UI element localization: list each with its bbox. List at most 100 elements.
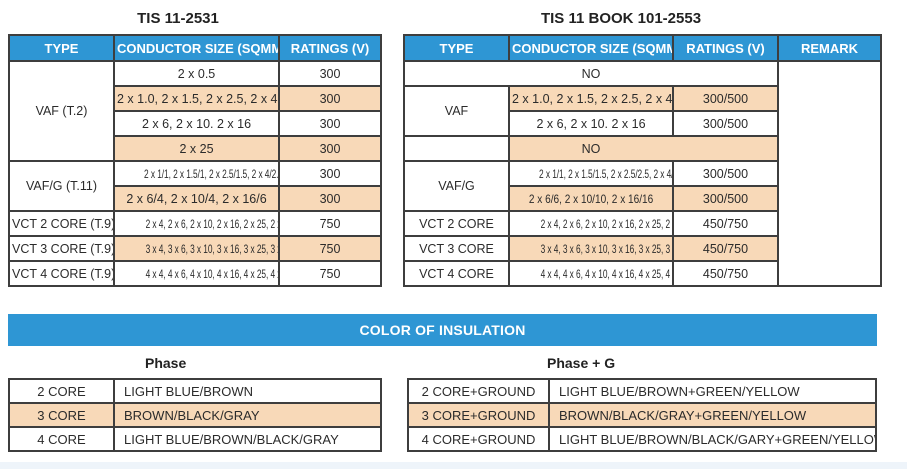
type-cell: VAF/G (T.11) <box>8 160 115 212</box>
table-row: 3 CORE+GROUND BROWN/BLACK/GRAY+GREEN/YEL… <box>407 402 877 428</box>
rating-cell: 300/500 <box>672 110 779 137</box>
rating-cell: 450/750 <box>672 210 779 237</box>
size-cell: 2 x 1.0, 2 x 1.5, 2 x 2.5, 2 x 4 <box>113 85 280 112</box>
table-row: NO <box>403 135 881 162</box>
table-row: 2 x 1.0, 2 x 1.5, 2 x 2.5, 2 x 4 300 <box>9 85 382 112</box>
rating-cell: 300 <box>278 185 382 212</box>
type-cell: VAF <box>403 85 510 137</box>
table-row: 2 x 6/4, 2 x 10/4, 2 x 16/6 300 <box>9 185 382 212</box>
rating-cell: 300 <box>278 60 382 87</box>
colors-cell: LIGHT BLUE/BROWN/BLACK/GARY+GREEN/YELLOW <box>548 426 877 452</box>
rating-cell: 750 <box>278 260 382 287</box>
type-cell: VCT 4 CORE (T.9) <box>8 260 115 287</box>
table-row: VCT 2 CORE (T.9) 2 x 4, 2 x 6, 2 x 10, 2… <box>8 210 382 237</box>
table-row: 2 CORE+GROUND LIGHT BLUE/BROWN+GREEN/YEL… <box>407 378 877 404</box>
core-cell: 4 CORE+GROUND <box>407 426 550 452</box>
no-cell: NO <box>403 60 779 87</box>
rating-cell: 300 <box>278 110 382 137</box>
size-cell: 2 x 1/1, 2 x 1.5/1.5, 2 x 2.5/2.5, 2 x 4… <box>508 160 674 187</box>
table-row: VAF 2 x 1.0, 2 x 1.5, 2 x 2.5, 2 x 4 300… <box>403 85 881 137</box>
table-row: VAF/G (T.11) 2 x 1/1, 2 x 1.5/1, 2 x 2.5… <box>8 160 382 212</box>
table-row: NO <box>403 60 882 287</box>
core-cell: 3 CORE <box>8 402 115 428</box>
size-cell: 2 x 0.5 <box>113 60 280 87</box>
size-cell: 2 x 25 <box>113 135 280 162</box>
size-cell: 2 x 1.0, 2 x 1.5, 2 x 2.5, 2 x 4 <box>508 85 674 112</box>
rating-cell: 300 <box>278 135 382 162</box>
size-cell: 2 x 4, 2 x 6, 2 x 10, 2 x 16, 2 x 25, 2 … <box>508 210 674 237</box>
core-cell: 3 CORE+GROUND <box>407 402 550 428</box>
table-row: 2 x 6/6, 2 x 10/10, 2 x 16/16 300/500 <box>404 185 881 212</box>
table-row: VCT 4 CORE 4 x 4, 4 x 6, 4 x 10, 4 x 16,… <box>403 260 881 287</box>
right-table-title: TIS 11 BOOK 101-2553 <box>540 10 702 27</box>
rating-cell: 750 <box>278 235 382 262</box>
remark-cell <box>777 60 882 287</box>
col-header-type: TYPE <box>8 34 115 62</box>
type-cell: VAF (T.2) <box>8 60 115 162</box>
table-row: 2 x 25 300 <box>9 135 382 162</box>
core-cell: 2 CORE <box>8 378 115 404</box>
size-cell: 4 x 4, 4 x 6, 4 x 10, 4 x 16, 4 x 25, 4 … <box>113 260 280 287</box>
table-row: 2 CORE LIGHT BLUE/BROWN <box>8 378 382 404</box>
col-header-rating: RATINGS (V) <box>278 34 382 62</box>
phase-g-table: 2 CORE+GROUND LIGHT BLUE/BROWN+GREEN/YEL… <box>407 378 877 452</box>
tis-11-book-101-2553-table: TYPE CONDUCTOR SIZE (SQMM) RATINGS (V) R… <box>403 34 882 287</box>
table-row: VAF/G 2 x 1/1, 2 x 1.5/1.5, 2 x 2.5/2.5,… <box>403 160 881 212</box>
table-row: 2 x 6, 2 x 10. 2 x 16 300/500 <box>404 110 881 137</box>
no-cell: NO <box>508 135 674 162</box>
color-of-insulation-banner: COLOR OF INSULATION <box>8 314 877 346</box>
col-header-size: CONDUCTOR SIZE (SQMM) <box>113 34 280 62</box>
phase-label: Phase <box>145 355 187 371</box>
table-row: 2 x 6, 2 x 10. 2 x 16 300 <box>9 110 382 137</box>
table-row: 4 CORE LIGHT BLUE/BROWN/BLACK/GRAY <box>8 426 382 452</box>
type-cell: VCT 2 CORE <box>403 210 510 237</box>
table-row: 3 CORE BROWN/BLACK/GRAY <box>8 402 382 428</box>
col-header-remark: REMARK <box>777 34 882 62</box>
type-cell: VCT 3 CORE <box>403 235 510 262</box>
phase-g-label: Phase + G <box>547 355 616 371</box>
rating-cell: 300 <box>278 160 382 187</box>
table-row: VCT 3 CORE (T.9) 3 x 4, 3 x 6, 3 x 10, 3… <box>8 235 382 262</box>
size-cell: 2 x 4, 2 x 6, 2 x 10, 2 x 16, 2 x 25, 2 … <box>113 210 280 237</box>
size-cell: 4 x 4, 4 x 6, 4 x 10, 4 x 16, 4 x 25, 4 … <box>508 260 674 287</box>
table-header-row: TYPE CONDUCTOR SIZE (SQMM) RATINGS (V) R… <box>403 34 882 62</box>
colors-cell: LIGHT BLUE/BROWN <box>113 378 382 404</box>
type-cell: VAF/G <box>403 160 510 212</box>
table-row: VAF (T.2) 2 x 0.5 300 <box>8 60 382 162</box>
table-row: VCT 3 CORE 3 x 4, 3 x 6, 3 x 10, 3 x 16,… <box>403 235 881 262</box>
size-cell: 2 x 1/1, 2 x 1.5/1, 2 x 2.5/1.5, 2 x 4/2… <box>113 160 280 187</box>
rating-cell: 300/500 <box>672 160 779 187</box>
core-cell: 2 CORE+GROUND <box>407 378 550 404</box>
size-cell: 3 x 4, 3 x 6, 3 x 10, 3 x 16, 3 x 25, 3 … <box>113 235 280 262</box>
tis-11-2531-table: TYPE CONDUCTOR SIZE (SQMM) RATINGS (V) V… <box>8 34 382 287</box>
phase-table: 2 CORE LIGHT BLUE/BROWN 3 CORE BROWN/BLA… <box>8 378 382 452</box>
left-table-title: TIS 11-2531 <box>137 10 219 27</box>
colors-cell: BROWN/BLACK/GRAY <box>113 402 382 428</box>
table-row: VCT 4 CORE (T.9) 4 x 4, 4 x 6, 4 x 10, 4… <box>8 260 382 287</box>
size-cell: 2 x 6, 2 x 10. 2 x 16 <box>508 110 674 137</box>
size-cell: 2 x 6/4, 2 x 10/4, 2 x 16/6 <box>113 185 280 212</box>
table-header-row: TYPE CONDUCTOR SIZE (SQMM) RATINGS (V) <box>8 34 382 62</box>
type-cell: VCT 4 CORE <box>403 260 510 287</box>
colors-cell: LIGHT BLUE/BROWN/BLACK/GRAY <box>113 426 382 452</box>
rating-cell <box>672 135 779 162</box>
rating-cell: 300/500 <box>672 85 779 112</box>
type-cell: VCT 3 CORE (T.9) <box>8 235 115 262</box>
type-cell <box>403 135 510 162</box>
type-cell: VCT 2 CORE (T.9) <box>8 210 115 237</box>
colors-cell: BROWN/BLACK/GRAY+GREEN/YELLOW <box>548 402 877 428</box>
bottom-strip <box>0 462 907 469</box>
colors-cell: LIGHT BLUE/BROWN+GREEN/YELLOW <box>548 378 877 404</box>
rating-cell: 300/500 <box>672 185 779 212</box>
size-cell: 2 x 6/6, 2 x 10/10, 2 x 16/16 <box>508 185 674 212</box>
size-cell: 2 x 6, 2 x 10. 2 x 16 <box>113 110 280 137</box>
rating-cell: 450/750 <box>672 260 779 287</box>
col-header-rating: RATINGS (V) <box>672 34 779 62</box>
col-header-type: TYPE <box>403 34 510 62</box>
core-cell: 4 CORE <box>8 426 115 452</box>
table-row: 4 CORE+GROUND LIGHT BLUE/BROWN/BLACK/GAR… <box>407 426 877 452</box>
col-header-size: CONDUCTOR SIZE (SQMM) <box>508 34 674 62</box>
rating-cell: 300 <box>278 85 382 112</box>
rating-cell: 450/750 <box>672 235 779 262</box>
